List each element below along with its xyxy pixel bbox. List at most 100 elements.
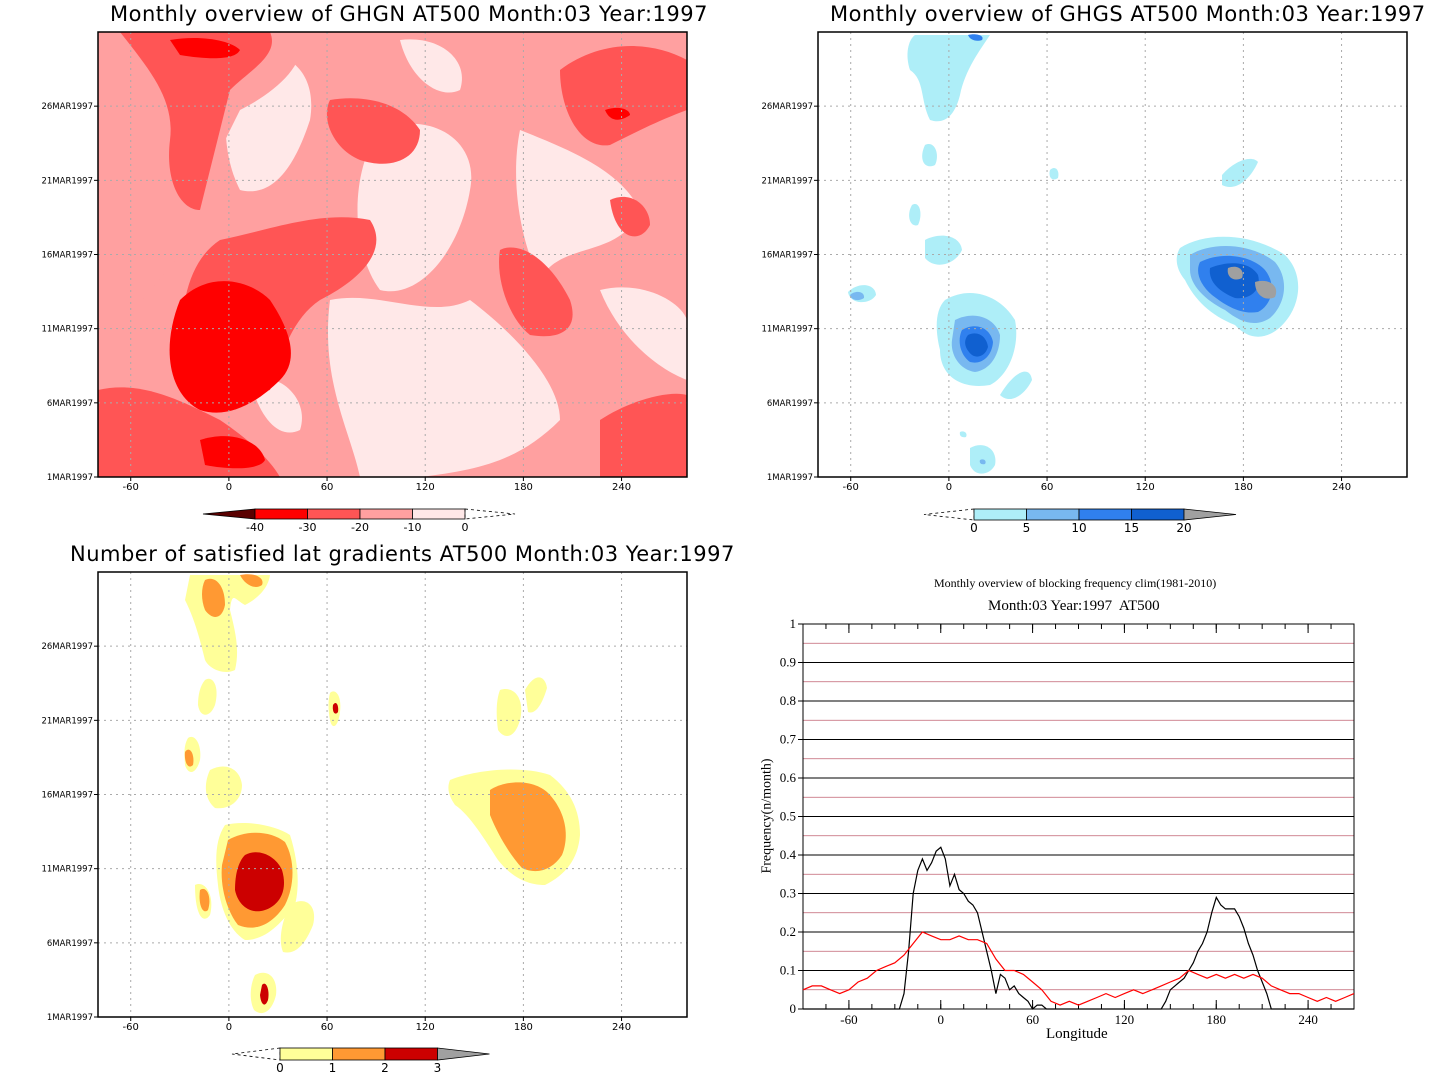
y-tick-label: 0.9 [780, 655, 796, 670]
x-tick-label: 240 [612, 1022, 631, 1033]
contour-region-0 [959, 431, 967, 438]
x-tick-label: 0 [226, 482, 232, 493]
y-tick-label: 0.8 [780, 693, 796, 708]
contour-region-0 [327, 297, 560, 477]
x-tick-label: 60 [321, 1022, 334, 1033]
contour-region-1 [240, 574, 263, 587]
colorbar-tick-label: 15 [1124, 521, 1139, 535]
x-tick-label: 180 [1207, 1012, 1227, 1027]
contour-region-0 [198, 678, 217, 715]
contour-region-3 [200, 436, 265, 469]
contour-region-0 [1049, 167, 1059, 180]
contour-region-3 [169, 281, 291, 413]
contour-region-3 [1209, 263, 1259, 299]
contour-region-1 [202, 578, 225, 617]
y-tick-label: 1 [790, 616, 797, 631]
x-tick-label: 60 [321, 482, 334, 493]
x-tick-label: 180 [514, 482, 533, 493]
ghgs-panel: Monthly overview of GHGS AT500 Month:03 … [0, 0, 1440, 545]
x-tick-label: 60 [1041, 482, 1054, 493]
x-tick-label: 240 [612, 482, 631, 493]
ghgn-title: Monthly overview of GHGN AT500 Month:03 … [110, 2, 708, 26]
contour-region-0 [357, 123, 472, 292]
contour-region-0 [516, 130, 640, 280]
x-tick-label: -60 [123, 482, 139, 493]
y-tick-label: 11MAR1997 [41, 865, 93, 875]
latgrad-heatmap: -60 0 60 120 180 2401MAR19976MAR199711MAR1997… [41, 571, 688, 1075]
contour-region-2 [610, 196, 650, 237]
colorbar-tick-label: 1 [329, 1061, 337, 1075]
y-tick-label: 11MAR1997 [761, 325, 813, 335]
x-tick-label: 0 [226, 1022, 232, 1033]
x-tick-label: -60 [840, 1012, 857, 1027]
x-tick-label: 120 [416, 482, 435, 493]
x-tick-label: 60 [1026, 1012, 1039, 1027]
contour-region-0 [1000, 371, 1032, 400]
series-line-black [803, 846, 1354, 1010]
contour-region-0 [1222, 158, 1258, 188]
ghgn-heatmap: -60 0 60 120 180 240 1MAR1997 6MAR1997 11MAR1997… [41, 31, 688, 534]
contour-region-1 [98, 32, 302, 400]
contour-region-2 [560, 46, 687, 146]
blockfreq-subtitle: Month:03 Year:1997 AT500 [988, 598, 1160, 614]
y-tick-label: 0.1 [780, 963, 796, 978]
colorbar-box [412, 508, 466, 520]
blockfreq-title: Monthly overview of blocking frequency c… [934, 576, 1217, 590]
x-tick-label: 0 [946, 482, 952, 493]
contour-region-0 [400, 39, 462, 93]
contour-region-2 [499, 247, 573, 337]
latgrad-panel: Number of satisfied lat gradients AT500 … [41, 542, 734, 1075]
colorbar-tick-label: -40 [246, 521, 264, 534]
x-tick-label: 120 [1136, 482, 1155, 493]
y-tick-label: 0.3 [780, 886, 796, 901]
colorbar-tick-label: -10 [404, 521, 422, 534]
contour-region-2 [260, 983, 269, 1005]
colorbar-tick-label: 0 [970, 521, 978, 535]
y-tick-label: 0.6 [780, 770, 797, 785]
y-tick-label: 0.4 [780, 847, 797, 862]
contour-region-1 [979, 459, 986, 465]
ghgs-heatmap: -60 0 60 120 180 240 1MAR1997 6MAR1997 11MAR1997… [761, 31, 1408, 535]
y-tick-label: 0.7 [780, 732, 797, 747]
y-tick-label: 0.5 [780, 809, 796, 824]
y-tick-label: 6MAR1997 [767, 399, 813, 409]
y-tick-label: 1MAR1997 [47, 473, 93, 483]
colorbar-right-triangle [1183, 508, 1237, 521]
series-line-red [802, 931, 1355, 1006]
contour-region-4 [1255, 280, 1277, 299]
colorbar-tick-label: 5 [1023, 521, 1031, 535]
contour-region-2 [326, 98, 420, 164]
y-tick-label: 21MAR1997 [761, 176, 813, 186]
y-tick-label: 1MAR1997 [47, 1013, 93, 1023]
y-tick-label: 0 [790, 1001, 797, 1016]
contour-region-0 [909, 204, 921, 226]
y-tick-label: 26MAR1997 [761, 102, 813, 112]
y-tick-label: 11MAR1997 [41, 325, 93, 335]
x-tick-label: 240 [1298, 1012, 1318, 1027]
contour-region-3 [170, 38, 240, 59]
y-tick-label: 6MAR1997 [47, 939, 93, 949]
contour-region-2 [600, 393, 687, 477]
y-tick-label: 16MAR1997 [41, 791, 93, 801]
y-tick-label: 21MAR1997 [41, 716, 93, 726]
contour-region-0 [525, 677, 547, 713]
contour-region-0 [205, 766, 242, 809]
x-tick-label: 120 [1115, 1012, 1135, 1027]
colorbar-tick-label: 3 [434, 1061, 442, 1075]
contour-region-3 [965, 333, 988, 357]
y-tick-label: 6MAR1997 [47, 399, 93, 409]
colorbar-tick-label: -30 [299, 521, 317, 534]
contour-region-0 [280, 901, 315, 953]
y-tick-label: 1MAR1997 [767, 473, 813, 483]
colorbar-right-triangle [437, 1047, 490, 1061]
latgrad-title: Number of satisfied lat gradients AT500 … [70, 542, 735, 566]
contour-region-0 [600, 287, 687, 380]
contour-region-0 [925, 235, 962, 265]
y-tick-label: 16MAR1997 [41, 251, 93, 261]
contour-region-2 [120, 32, 272, 210]
colorbar-tick-label: -20 [351, 521, 369, 534]
y-tick-label: 26MAR1997 [41, 642, 93, 652]
ghgs-title: Monthly overview of GHGS AT500 Month:03 … [830, 2, 1426, 26]
colorbar-right-triangle [464, 508, 516, 520]
y-tick-label: 26MAR1997 [41, 102, 93, 112]
